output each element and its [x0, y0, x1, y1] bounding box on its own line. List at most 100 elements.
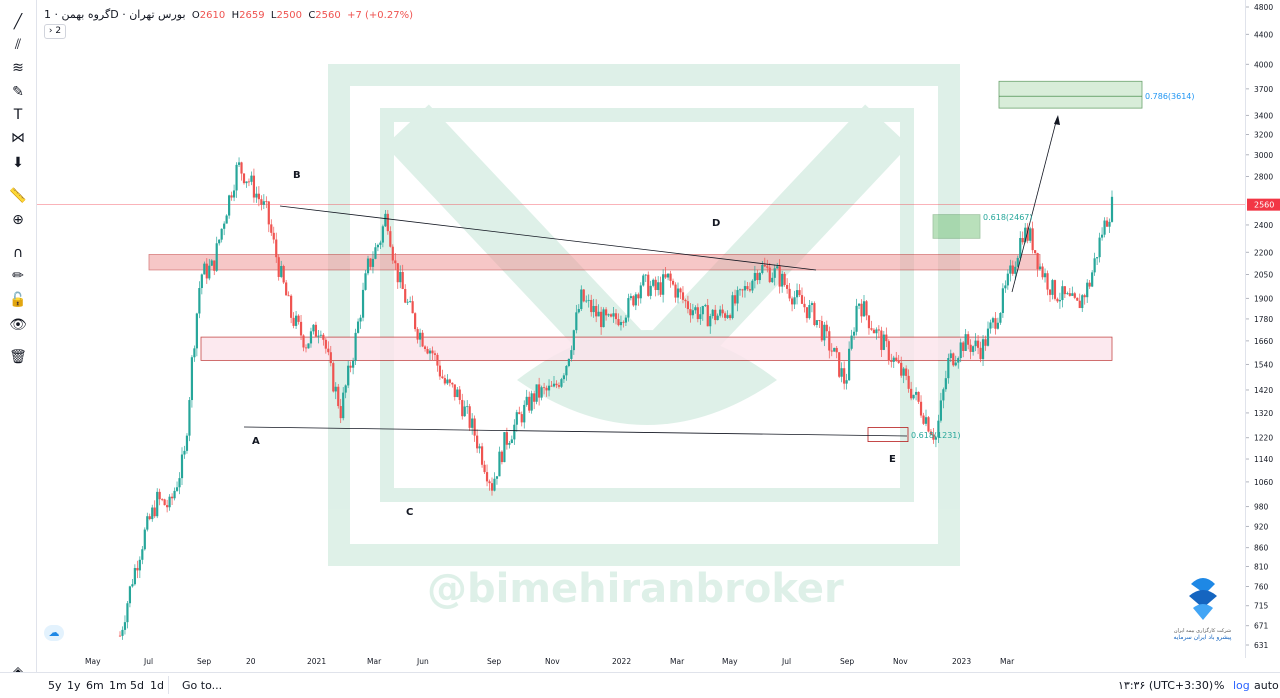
candle-body: [1056, 298, 1059, 302]
candle-body: [994, 318, 997, 329]
candle-body: [704, 305, 707, 307]
trendline-icon[interactable]: ⫽: [14, 37, 22, 53]
clock[interactable]: ۱۳:۳۶ (UTC+3:30): [1118, 679, 1214, 692]
arrow-down-icon[interactable]: ⬇: [12, 155, 24, 171]
candle-body: [448, 379, 451, 383]
range-5y[interactable]: 5y: [48, 679, 62, 692]
candle-body: [275, 239, 278, 258]
candle-body: [118, 635, 122, 637]
candle-body: [299, 321, 303, 336]
range-1d[interactable]: 1d: [150, 679, 164, 692]
crosshair-icon[interactable]: ╱: [13, 14, 23, 30]
candle-body: [485, 472, 489, 482]
candle-body: [612, 313, 615, 317]
candle-body: [1048, 289, 1052, 295]
broker-logo-icon: [1188, 578, 1217, 620]
brush-icon[interactable]: ✎: [12, 84, 24, 100]
price-tick-label: 3700: [1254, 85, 1273, 94]
log-toggle[interactable]: log: [1233, 679, 1250, 692]
candle-body: [493, 478, 496, 491]
candle-body: [924, 417, 928, 424]
trendline-a-e[interactable]: [243, 426, 908, 437]
candle-body: [126, 603, 129, 623]
candle-body: [582, 289, 585, 302]
unlock-icon[interactable]: 🔓: [9, 292, 27, 308]
candle-body: [503, 432, 506, 463]
price-tick-label: 1660: [1254, 337, 1273, 346]
ruler-icon[interactable]: 📏: [9, 188, 27, 204]
candle-body: [252, 175, 256, 198]
fib-box-1231[interactable]: [867, 427, 909, 442]
candle-body: [600, 311, 603, 328]
candle-body: [314, 324, 318, 337]
candle-body: [421, 332, 424, 347]
resistance-zone-upper[interactable]: [148, 254, 1041, 271]
candle-body: [639, 285, 642, 299]
range-1y[interactable]: 1y: [67, 679, 81, 692]
range-5d[interactable]: 5d: [130, 679, 144, 692]
candle-body: [962, 342, 965, 351]
candle-body: [235, 164, 238, 191]
candle-body: [175, 487, 179, 491]
price-axis[interactable]: 4800 4400 4000 3700 3400 3200 3000 2800 2400 2200…: [1245, 0, 1280, 658]
candle-body: [877, 329, 880, 331]
time-axis[interactable]: May Jul Sep 20 2021 Mar Jun Sep Nov 2022 Mar May Jul…: [37, 650, 1245, 670]
eye-icon[interactable]: 👁: [9, 317, 27, 333]
price-tick-label: 1900: [1254, 294, 1273, 303]
candle-body: [451, 382, 454, 385]
fib-zone-2467[interactable]: [932, 214, 981, 239]
candle-body: [649, 285, 652, 296]
collapse-indicators-button[interactable]: › 2: [44, 24, 66, 39]
trendline-b-d[interactable]: [279, 205, 817, 271]
candle-body: [919, 401, 923, 416]
candle-body: [436, 354, 439, 366]
candle-body: [404, 288, 407, 303]
zoom-in-icon[interactable]: ⊕: [12, 212, 24, 228]
candles: [118, 157, 1114, 640]
candle-body: [203, 263, 206, 275]
percent-toggle[interactable]: %: [1214, 679, 1225, 692]
candle-body: [912, 394, 915, 399]
magnet-icon[interactable]: ∩: [12, 245, 24, 261]
cloud-save-icon[interactable]: ☁: [44, 625, 64, 641]
fib-icon[interactable]: ≋: [12, 60, 24, 76]
candle-body: [180, 454, 184, 479]
candle-body: [1083, 295, 1086, 298]
price-chart[interactable]: @bimehiranbroker A B C D E 0.618(2467) 0.618(1…: [37, 0, 1245, 658]
range-1m[interactable]: 1m: [109, 679, 127, 692]
candle-body: [183, 450, 186, 455]
candle-body: [1046, 273, 1049, 290]
pattern-icon[interactable]: ⋈: [11, 130, 25, 146]
candle-body: [706, 305, 709, 327]
candle-body: [431, 350, 434, 354]
range-6m[interactable]: 6m: [86, 679, 104, 692]
price-tick-label: 4800: [1254, 3, 1273, 12]
candle-body: [857, 303, 861, 306]
text-icon[interactable]: T: [13, 107, 23, 123]
candle-body: [525, 396, 528, 405]
candle-body: [907, 375, 910, 389]
projection-arrow[interactable]: [1011, 117, 1058, 293]
change-value: +7 (+0.27%): [347, 10, 413, 21]
candle-body: [158, 491, 161, 500]
candle-body: [225, 215, 228, 224]
candle-body: [468, 406, 471, 428]
chart-area[interactable]: @bimehiranbroker A B C D E 0.618(2467) 0.618(1…: [37, 0, 1245, 658]
target-zone-3614[interactable]: [998, 80, 1143, 109]
symbol-name[interactable]: گروه بهمن · 1D · بورس تهران: [44, 8, 186, 21]
open-value: 2610: [199, 10, 226, 21]
auto-toggle[interactable]: auto: [1254, 679, 1279, 692]
candle-body: [914, 391, 918, 395]
time-tick-label: 2021: [307, 657, 326, 666]
trash-icon[interactable]: 🗑: [9, 349, 27, 365]
candle-body: [1061, 286, 1064, 301]
candle-body: [552, 383, 556, 387]
candle-body: [463, 406, 466, 417]
candle-body: [1011, 265, 1014, 274]
candle-body: [629, 296, 632, 299]
candle-body: [1021, 237, 1024, 243]
candle-body: [438, 365, 442, 377]
goto-button[interactable]: Go to...: [182, 679, 223, 692]
price-tick-label: 3400: [1254, 111, 1273, 120]
lock-draw-icon[interactable]: ✏: [12, 268, 24, 284]
